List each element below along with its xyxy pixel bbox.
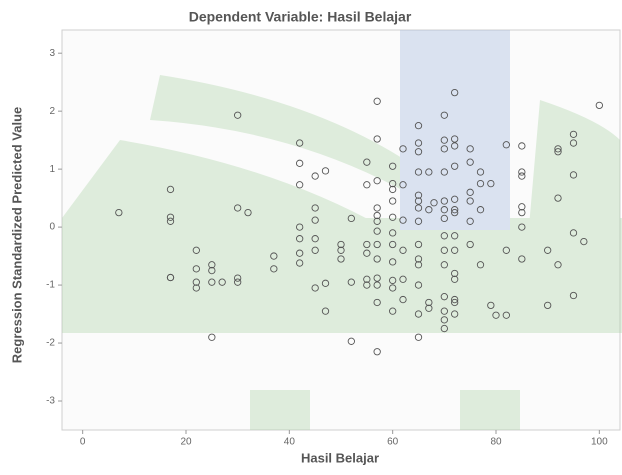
x-tick-label: 100 — [591, 437, 608, 448]
x-tick-label: 60 — [387, 437, 399, 448]
y-tick-label: -3 — [46, 396, 55, 407]
y-tick-label: 1 — [49, 164, 55, 175]
y-axis-title: Regression Standardized Predicted Value — [9, 107, 24, 363]
chart: Dependent Variable: Hasil Belajar Hasil … — [0, 0, 622, 470]
y-tick-label: 2 — [49, 106, 55, 117]
x-tick-label: 0 — [80, 437, 86, 448]
x-axis-title: Hasil Belajar — [301, 450, 379, 465]
y-tick-label: 0 — [49, 222, 55, 233]
y-tick-label: -1 — [46, 280, 55, 291]
x-tick-label: 80 — [490, 437, 502, 448]
y-tick-label: -2 — [46, 338, 55, 349]
x-tick-label: 20 — [180, 437, 192, 448]
chart-title: Dependent Variable: Hasil Belajar — [189, 9, 412, 25]
y-tick-label: 3 — [49, 48, 55, 59]
x-tick-label: 40 — [284, 437, 296, 448]
